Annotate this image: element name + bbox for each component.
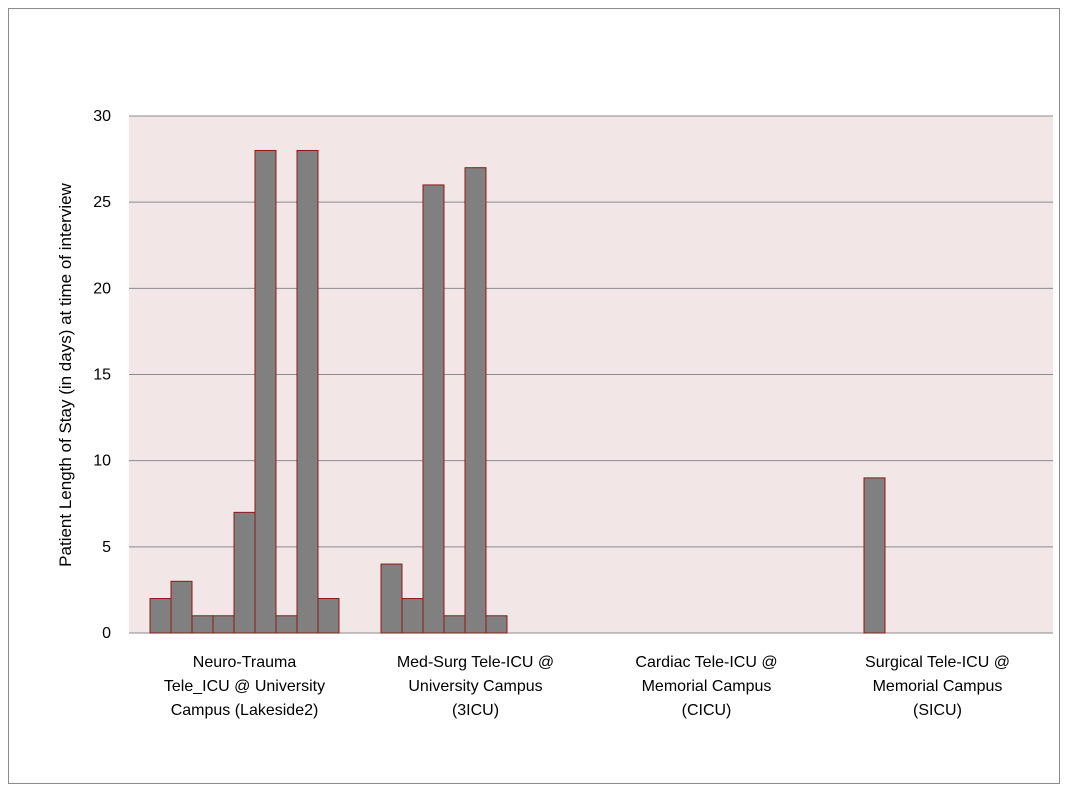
y-axis-ticks: 0 5 10 15 20 25 30 [93, 108, 111, 642]
bar [149, 598, 172, 634]
bar [296, 149, 319, 634]
bars [149, 149, 886, 634]
bar [863, 477, 886, 634]
x-axis-categories: Neuro-Trauma Tele_ICU @ University Campus … [164, 654, 1010, 719]
x-category-label: Med-Surg Tele-ICU @ University Campus (3IC… [397, 654, 554, 719]
x-category-label: Neuro-Trauma Tele_ICU @ University Campus … [164, 654, 325, 719]
y-tick-label: 5 [102, 539, 111, 556]
bar-chart: 0 5 10 15 20 25 30 Neuro-Trauma Tele_ICU @ Univ… [56, 108, 1053, 719]
bar [191, 615, 214, 634]
y-tick-label: 20 [93, 280, 111, 297]
y-axis-label: Patient Length of Stay (in days) at time… [56, 182, 75, 566]
bar [170, 580, 193, 634]
y-tick-label: 15 [93, 367, 111, 384]
bar [212, 615, 235, 634]
bar [401, 598, 424, 634]
y-tick-label: 10 [93, 453, 111, 470]
x-category-label: Surgical Tele-ICU @ Memorial Campus (SICU) [865, 654, 1010, 719]
bar [464, 167, 487, 634]
y-tick-label: 0 [102, 625, 111, 642]
bar [317, 598, 340, 634]
bar [233, 511, 256, 634]
bar [380, 563, 403, 634]
bar [275, 615, 298, 634]
y-tick-label: 30 [93, 108, 111, 125]
x-category-label: Cardiac Tele-ICU @ Memorial Campus (CICU) [635, 654, 777, 719]
bar [422, 184, 445, 634]
y-tick-label: 25 [93, 194, 111, 211]
bar [254, 149, 277, 634]
chart-frame: 0 5 10 15 20 25 30 Neuro-Trauma Tele_ICU @ Univ… [8, 8, 1060, 784]
gridlines [129, 115, 1053, 634]
bar [443, 615, 466, 634]
bar [485, 615, 508, 634]
